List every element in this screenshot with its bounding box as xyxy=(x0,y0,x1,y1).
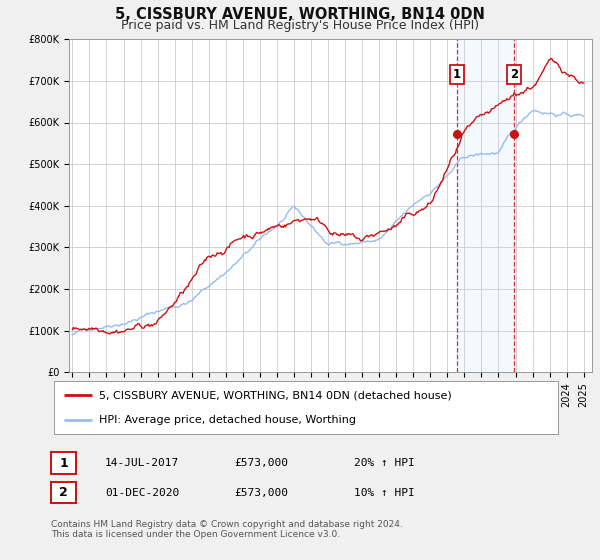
Text: 14-JUL-2017: 14-JUL-2017 xyxy=(105,458,179,468)
Text: £573,000: £573,000 xyxy=(234,458,288,468)
Text: 2: 2 xyxy=(59,486,68,500)
Text: 5, CISSBURY AVENUE, WORTHING, BN14 0DN (detached house): 5, CISSBURY AVENUE, WORTHING, BN14 0DN (… xyxy=(100,390,452,400)
Text: £573,000: £573,000 xyxy=(234,488,288,498)
Text: HPI: Average price, detached house, Worthing: HPI: Average price, detached house, Wort… xyxy=(100,414,356,424)
Text: 01-DEC-2020: 01-DEC-2020 xyxy=(105,488,179,498)
Text: Contains HM Land Registry data © Crown copyright and database right 2024.
This d: Contains HM Land Registry data © Crown c… xyxy=(51,520,403,539)
Text: 10% ↑ HPI: 10% ↑ HPI xyxy=(354,488,415,498)
Text: 1: 1 xyxy=(59,456,68,470)
Text: 20% ↑ HPI: 20% ↑ HPI xyxy=(354,458,415,468)
Text: 2: 2 xyxy=(510,68,518,81)
Text: 5, CISSBURY AVENUE, WORTHING, BN14 0DN: 5, CISSBURY AVENUE, WORTHING, BN14 0DN xyxy=(115,7,485,22)
Text: 1: 1 xyxy=(452,68,461,81)
Bar xyxy=(457,39,514,372)
Text: Price paid vs. HM Land Registry's House Price Index (HPI): Price paid vs. HM Land Registry's House … xyxy=(121,19,479,32)
